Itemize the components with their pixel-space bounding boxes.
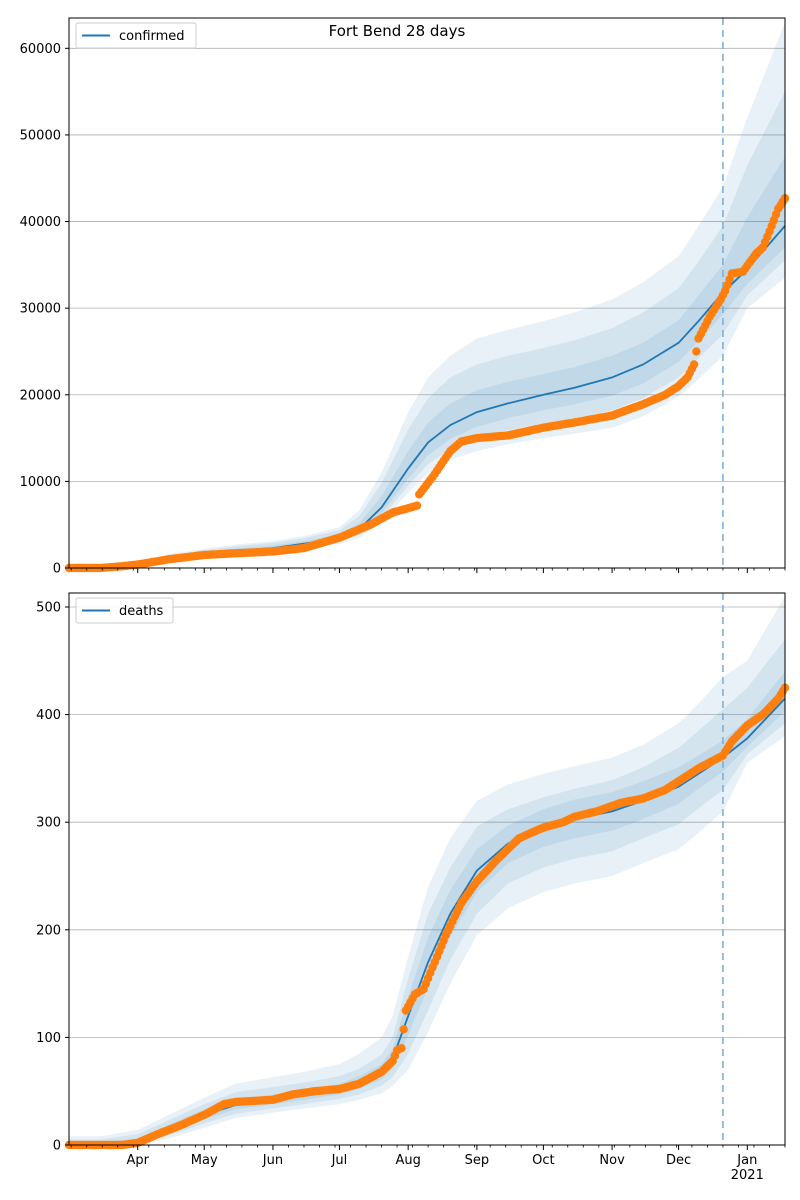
deaths-y-tick-label: 400 [36,708,61,723]
x-tick-label: Apr [126,1153,149,1168]
confirmed-observed-point [412,501,422,510]
x-tick-label: Oct [532,1153,554,1168]
deaths-y-tick-label: 300 [36,816,61,831]
deaths-observed-points [64,683,790,1150]
deaths-observed-point [399,1025,408,1034]
confirmed-x-ticks [70,568,786,573]
confirmed-uncertainty-band [69,22,785,569]
deaths-panel: 0 100 200 300 400 500 Apr May Jun Jul Aug Sep Oct No… [36,592,790,1183]
deaths-bands [69,596,785,1145]
deaths-y-tick-label: 0 [53,1139,61,1154]
confirmed-y-ticks: 0 10000 20000 30000 40000 50000 60000 [20,42,69,577]
x-tick-label: Nov [599,1153,625,1168]
deaths-y-tick-label: 100 [36,1031,61,1046]
deaths-observed-point [397,1044,406,1053]
confirmed-axes-frame [68,17,786,569]
confirmed-observed-points [64,194,790,573]
x-tick-label: Aug [395,1153,420,1168]
confirmed-y-tick-label: 0 [53,562,61,577]
confirmed-panel: 0 10000 20000 30000 40000 50000 60000 confirme… [20,17,790,577]
confirmed-legend: confirmed [75,22,197,49]
x-tick-label: Jul [331,1153,348,1168]
figure-title: Fort Bend 28 days [329,22,466,40]
confirmed-legend-box [75,22,197,49]
deaths-y-tick-label: 200 [36,923,61,938]
confirmed-uncertainty-band [69,91,785,568]
confirmed-bands [69,22,785,569]
deaths-legend: deaths [75,597,174,624]
confirmed-observed-point [692,347,701,356]
confirmed-legend-label: confirmed [119,29,185,44]
confirmed-y-tick-label: 20000 [20,388,61,403]
x-tick-label: Jan [736,1153,757,1168]
x-tick-label: Dec [666,1153,691,1168]
deaths-y-ticks: 0 100 200 300 400 500 [36,600,69,1154]
deaths-uncertainty-band [69,596,785,1145]
confirmed-y-tick-label: 50000 [20,128,61,143]
confirmed-y-tick-label: 30000 [20,302,61,317]
confirmed-observed-point [689,360,699,369]
deaths-legend-box [75,597,174,624]
confirmed-uncertainty-band [69,156,785,568]
deaths-y-tick-label: 500 [36,600,61,615]
confirmed-y-tick-label: 10000 [20,475,61,490]
x-tick-label: May [191,1153,218,1168]
x-year-label: 2021 [731,1168,764,1183]
deaths-axes-frame [68,592,786,1146]
deaths-grid [69,606,785,1038]
x-tick-label: Sep [465,1153,490,1168]
confirmed-y-tick-label: 60000 [20,42,61,57]
confirmed-y-tick-label: 40000 [20,215,61,230]
x-tick-label: Jun [262,1153,283,1168]
deaths-legend-label: deaths [119,604,164,619]
